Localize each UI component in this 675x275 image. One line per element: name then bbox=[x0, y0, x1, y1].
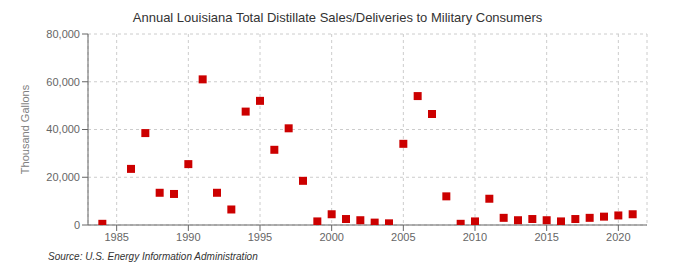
svg-text:1990: 1990 bbox=[176, 231, 200, 243]
svg-text:1995: 1995 bbox=[248, 231, 272, 243]
svg-text:2015: 2015 bbox=[534, 231, 558, 243]
html-text:Source: U.S. Energy Informatio: Source: U.S. Energy Information Administ… bbox=[48, 251, 258, 262]
svg-text:1985: 1985 bbox=[104, 231, 128, 243]
svg-text:Thousand Gallons: Thousand Gallons bbox=[19, 84, 31, 174]
svg-text:40,000: 40,000 bbox=[46, 123, 80, 135]
svg-text:2010: 2010 bbox=[463, 231, 487, 243]
html-text:Annual Louisiana Total Distill: Annual Louisiana Total Distillate Sales/… bbox=[132, 10, 543, 25]
svg-text:0: 0 bbox=[74, 219, 80, 231]
svg-text:2020: 2020 bbox=[606, 231, 630, 243]
svg-text:2005: 2005 bbox=[391, 231, 415, 243]
svg-text:60,000: 60,000 bbox=[46, 76, 80, 88]
svg-text:80,000: 80,000 bbox=[46, 28, 80, 40]
svg-text:20,000: 20,000 bbox=[46, 171, 80, 183]
svg-text:2000: 2000 bbox=[319, 231, 343, 243]
